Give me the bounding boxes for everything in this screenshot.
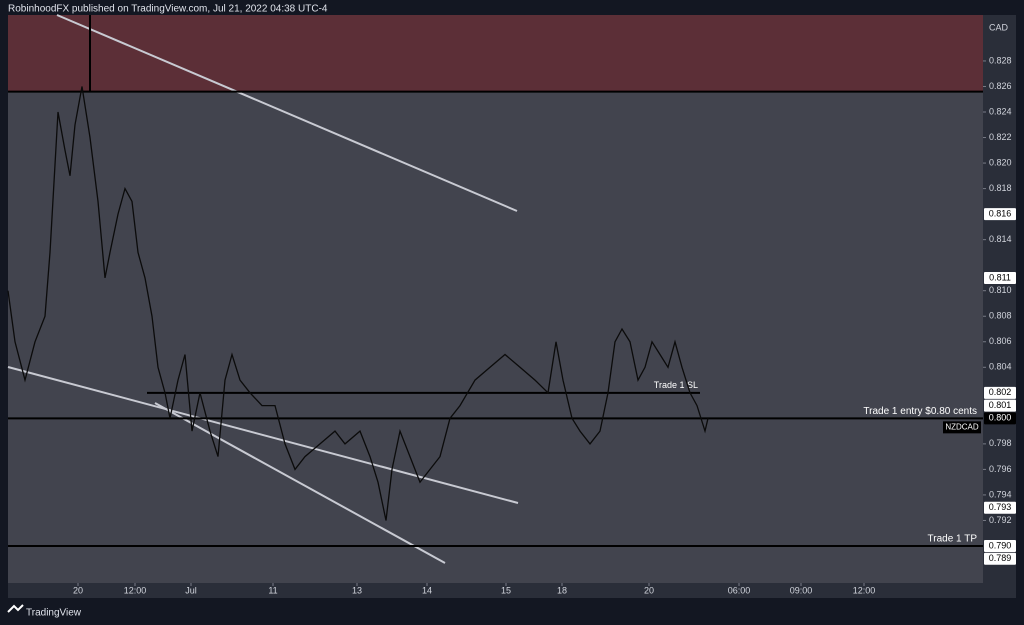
symbol-badge bbox=[943, 421, 981, 434]
logo: TradingView bbox=[7, 604, 82, 619]
y-tick-label: 0.792 bbox=[989, 515, 1012, 525]
price-line bbox=[7, 86, 709, 521]
zone bbox=[8, 15, 983, 92]
y-tick-label: 0.808 bbox=[989, 311, 1012, 321]
level-label: Trade 1 entry $0.80 cents bbox=[863, 406, 977, 417]
trend-line bbox=[56, 14, 518, 212]
y-tick-label: 0.822 bbox=[989, 132, 1012, 142]
y-tick-label: 0.828 bbox=[989, 55, 1012, 65]
y-tick-label: 0.818 bbox=[989, 183, 1012, 193]
logo-icon bbox=[7, 604, 24, 613]
level-label: Trade 1 SL bbox=[654, 380, 698, 390]
y-tick-label: 0.820 bbox=[989, 157, 1012, 167]
y-tick-label: 0.796 bbox=[989, 464, 1012, 474]
x-tick-label: 14 bbox=[422, 585, 432, 595]
price-badge bbox=[984, 412, 1016, 425]
x-tick-label: 13 bbox=[352, 585, 362, 595]
y-tick-label: 0.798 bbox=[989, 438, 1012, 448]
plot-area bbox=[8, 15, 983, 583]
x-tick-label: 12:00 bbox=[124, 585, 147, 595]
trend-line bbox=[154, 402, 446, 564]
x-tick-label: 09:00 bbox=[790, 585, 813, 595]
level-label: Trade 1 TP bbox=[928, 534, 978, 545]
price-badge-label: 0.802 bbox=[989, 387, 1012, 397]
y-tick-label: 0.794 bbox=[989, 489, 1012, 499]
y-tick-label: 0.804 bbox=[989, 362, 1012, 372]
header-title: RobinhoodFX published on TradingView.com… bbox=[8, 4, 328, 15]
x-tick-label: 20 bbox=[644, 585, 654, 595]
y-tick-label: 0.824 bbox=[989, 106, 1012, 116]
y-tick-label: 0.826 bbox=[989, 81, 1012, 91]
time-axis bbox=[8, 583, 983, 598]
y-tick-label: 0.814 bbox=[989, 234, 1012, 244]
x-tick-label: 11 bbox=[268, 585, 277, 595]
symbol-label: NZDCAD bbox=[945, 422, 979, 431]
trend-line bbox=[7, 366, 519, 504]
x-tick-label: 15 bbox=[501, 585, 511, 595]
price-badge-label: 0.800 bbox=[989, 413, 1012, 423]
x-tick-label: 06:00 bbox=[728, 585, 751, 595]
price-badge-label: 0.793 bbox=[989, 502, 1012, 512]
price-badge-label: 0.790 bbox=[989, 540, 1012, 550]
price-badge bbox=[984, 271, 1016, 284]
x-tick-label: Jul bbox=[185, 585, 197, 595]
price-badge bbox=[984, 552, 1016, 565]
price-badge-label: 0.811 bbox=[989, 272, 1011, 282]
brand: TradingView bbox=[26, 608, 82, 619]
price-badge-label: 0.816 bbox=[989, 208, 1012, 218]
price-badge bbox=[984, 386, 1016, 399]
x-tick-label: 18 bbox=[557, 585, 567, 595]
price-badge-label: 0.801 bbox=[989, 400, 1012, 410]
y-tick-label: 0.810 bbox=[989, 285, 1012, 295]
price-badge-label: 0.789 bbox=[989, 553, 1012, 563]
currency: CAD bbox=[989, 22, 1009, 32]
price-badge bbox=[984, 501, 1016, 514]
x-tick-label: 12:00 bbox=[853, 585, 876, 595]
x-tick-label: 20 bbox=[73, 585, 83, 595]
y-tick-label: 0.806 bbox=[989, 336, 1012, 346]
price-badge bbox=[984, 208, 1016, 221]
price-badge bbox=[984, 539, 1016, 552]
price-axis bbox=[983, 15, 1016, 598]
price-badge bbox=[984, 399, 1016, 412]
